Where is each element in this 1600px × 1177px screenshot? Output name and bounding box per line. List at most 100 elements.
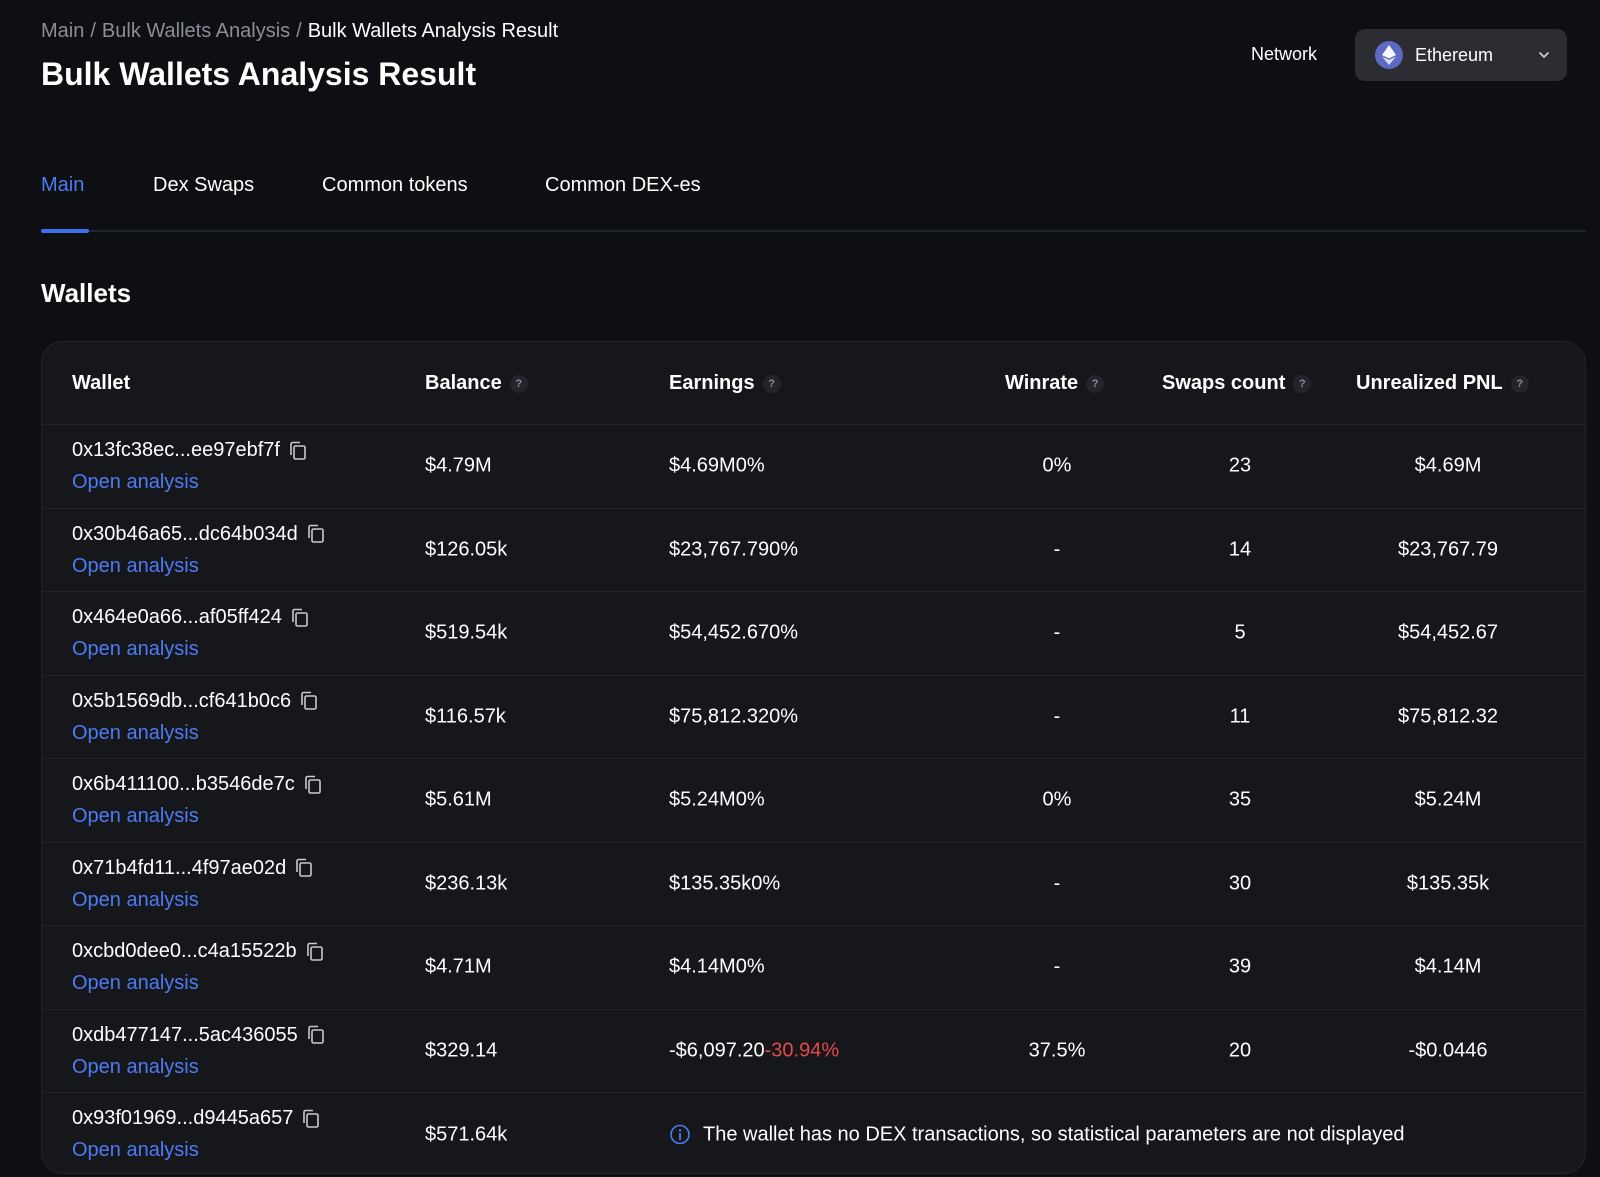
help-icon[interactable]: ? (1293, 374, 1312, 393)
help-icon[interactable]: ? (509, 374, 528, 393)
no-dex-message: The wallet has no DEX transactions, so s… (703, 1123, 1405, 1146)
swaps-count-cell: 39 (1228, 955, 1252, 978)
header-label: Unrealized PNL (1356, 372, 1503, 394)
earnings-percent: 0% (769, 538, 799, 561)
table-row: 0x30b46a65...dc64b034d Open analysis $126.… (42, 509, 1585, 592)
open-analysis-link[interactable]: Open analysis (72, 471, 199, 493)
unrealized-pnl-cell: $4.14M (1414, 955, 1482, 978)
swaps-count-cell: 30 (1228, 872, 1252, 895)
earnings-value: $5.24M (669, 788, 736, 811)
balance-cell: $126.05k (425, 538, 508, 561)
info-icon (670, 1124, 690, 1145)
ethereum-icon (1375, 41, 1403, 69)
earnings-cell: $54,452.670% (669, 622, 798, 645)
earnings-value: $135.35k (669, 872, 752, 895)
copy-icon[interactable] (306, 523, 326, 545)
open-analysis-link[interactable]: Open analysis (72, 638, 199, 660)
tab-bar: Main Dex Swaps Common tokens Common DEX-… (41, 170, 1586, 233)
balance-cell: $329.14 (425, 1039, 498, 1062)
header-label: Winrate (1005, 372, 1079, 394)
copy-icon[interactable] (290, 607, 310, 629)
table-row: 0x5b1569db...cf641b0c6 Open analysis $116.… (42, 676, 1585, 759)
open-analysis-link[interactable]: Open analysis (72, 554, 199, 577)
section-title: Wallets (41, 278, 132, 308)
tab-main[interactable]: Main (41, 174, 84, 197)
wallet-address-text: 0x13fc38ec...ee97ebf7f (72, 439, 280, 461)
table-row: 0x13fc38ec...ee97ebf7f Open analysis $4.79… (42, 425, 1585, 509)
copy-icon[interactable] (303, 774, 323, 796)
table-row: 0x464e0a66...af05ff424 Open analysis $519.… (42, 592, 1585, 676)
breadcrumb-separator: / (90, 20, 96, 42)
balance-cell: $236.13k (425, 872, 508, 895)
unrealized-pnl-cell: $23,767.79 (1397, 538, 1499, 561)
tab-common-tokens[interactable]: Common tokens (322, 174, 468, 197)
open-analysis-link[interactable]: Open analysis (72, 805, 199, 827)
wallet-address: 0x13fc38ec...ee97ebf7f (72, 439, 308, 462)
unrealized-pnl-cell: -$0.0446 (1408, 1039, 1488, 1062)
earnings-value: $23,767.79 (669, 538, 770, 561)
unrealized-pnl-cell: $54,452.67 (1397, 621, 1499, 644)
tab-label: Common tokens (322, 174, 468, 196)
earnings-cell: $5.24M0% (669, 789, 765, 812)
open-analysis-link[interactable]: Open analysis (72, 888, 199, 911)
earnings-cell: $4.14M0% (669, 956, 765, 979)
header-swaps-count: Swaps count ? (1162, 372, 1312, 395)
swaps-count-cell: 11 (1229, 705, 1251, 728)
header-label: Balance (425, 372, 502, 394)
swaps-count-cell: 5 (1234, 621, 1246, 644)
earnings-percent: 0% (735, 788, 765, 811)
table-row: 0xcbd0dee0...c4a15522b Open analysis $4.71… (42, 926, 1585, 1010)
unrealized-pnl-cell: $4.69M (1414, 454, 1482, 477)
balance-cell: $4.71M (425, 955, 492, 978)
help-icon[interactable]: ? (1086, 374, 1105, 393)
copy-icon[interactable] (294, 857, 314, 879)
unrealized-pnl-cell: $135.35k (1406, 872, 1490, 895)
breadcrumb-current: Bulk Wallets Analysis Result (307, 20, 559, 42)
copy-icon[interactable] (305, 941, 325, 963)
tab-dex-swaps[interactable]: Dex Swaps (153, 174, 254, 197)
table-row: 0x6b411100...b3546de7c Open analysis $5.61… (42, 759, 1585, 843)
wallet-address: 0x5b1569db...cf641b0c6 (72, 690, 319, 713)
balance-cell: $519.54k (425, 621, 508, 644)
earnings-percent: 0% (735, 955, 765, 978)
copy-icon[interactable] (299, 690, 319, 712)
copy-icon[interactable] (288, 440, 308, 462)
wallet-address-text: 0x30b46a65...dc64b034d (72, 522, 298, 545)
earnings-percent: 0% (735, 454, 765, 477)
earnings-value: $4.14M (669, 955, 736, 978)
breadcrumb-bulk-analysis[interactable]: Bulk Wallets Analysis (101, 20, 291, 42)
help-icon[interactable]: ? (1510, 374, 1529, 393)
winrate-cell: 0% (1042, 788, 1072, 811)
header-unrealized-pnl: Unrealized PNL ? (1356, 372, 1529, 395)
winrate-cell: - (1053, 955, 1061, 978)
open-analysis-link[interactable]: Open analysis (72, 1139, 199, 1161)
open-analysis-link[interactable]: Open analysis (72, 1055, 199, 1078)
tab-common-dexes[interactable]: Common DEX-es (545, 174, 701, 197)
wallet-address-text: 0x5b1569db...cf641b0c6 (72, 689, 292, 712)
table-row: 0xdb477147...5ac436055 Open analysis $329.… (42, 1010, 1585, 1093)
copy-icon[interactable] (306, 1024, 326, 1046)
open-analysis-link[interactable]: Open analysis (72, 972, 199, 994)
open-analysis-link[interactable]: Open analysis (72, 721, 199, 744)
help-icon[interactable]: ? (762, 374, 781, 393)
copy-icon[interactable] (301, 1108, 321, 1130)
balance-cell: $116.57k (425, 705, 506, 728)
breadcrumb-main[interactable]: Main (41, 20, 85, 42)
unrealized-pnl-cell: $75,812.32 (1397, 705, 1499, 728)
page-title: Bulk Wallets Analysis Result (41, 56, 477, 92)
winrate-cell: - (1053, 538, 1061, 561)
swaps-count-cell: 35 (1228, 788, 1252, 811)
tab-label: Dex Swaps (153, 174, 255, 196)
network-select[interactable]: Ethereum (1355, 29, 1567, 81)
earnings-value: $4.69M (669, 454, 736, 477)
swaps-count-cell: 14 (1228, 538, 1252, 561)
winrate-cell: - (1053, 705, 1061, 728)
earnings-percent: -30.94% (764, 1039, 840, 1062)
wallets-table: Wallet Balance ? Earnings ? Winrate ? Sw… (41, 341, 1586, 1174)
winrate-cell: 0% (1042, 454, 1072, 477)
earnings-percent: 0% (751, 872, 781, 895)
wallet-address-text: 0xdb477147...5ac436055 (72, 1023, 298, 1046)
earnings-value: $75,812.32 (669, 705, 770, 728)
winrate-cell: 37.5% (1028, 1039, 1086, 1062)
earnings-percent: 0% (769, 621, 799, 644)
